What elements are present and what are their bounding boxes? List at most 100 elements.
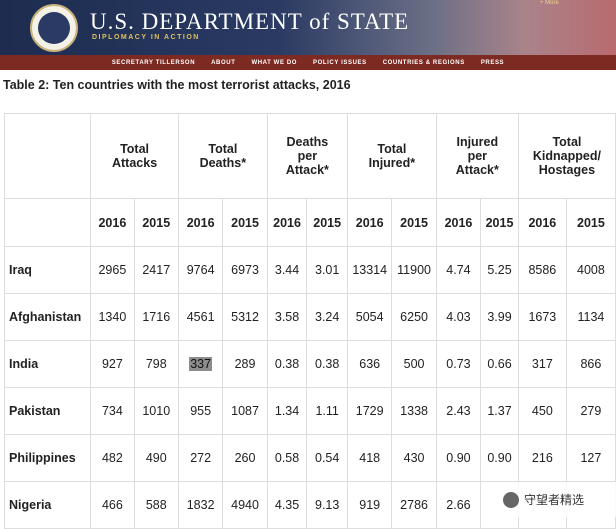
value-cell: 127 bbox=[565, 434, 616, 482]
value-cell: 5.25 bbox=[480, 246, 519, 294]
year-header: 2015 bbox=[391, 198, 437, 247]
motto: DIPLOMACY IN ACTION bbox=[92, 34, 200, 41]
value-cell: 337 bbox=[177, 340, 224, 388]
value-cell: 6250 bbox=[391, 293, 437, 341]
value-cell: 4008 bbox=[565, 246, 616, 294]
country-cell: Afghanistan bbox=[3, 293, 92, 341]
year-header: 2015 bbox=[133, 198, 179, 247]
value-cell: 2.43 bbox=[435, 387, 482, 435]
year-header: 2016 bbox=[346, 198, 393, 247]
value-cell: 0.38 bbox=[266, 340, 308, 388]
corner-cell bbox=[3, 113, 92, 199]
value-cell: 734 bbox=[90, 387, 135, 435]
year-header: 2016 bbox=[517, 198, 567, 247]
selected-text: 337 bbox=[189, 357, 213, 371]
column-header: Injured per Attack* bbox=[435, 113, 519, 199]
country-cell: Pakistan bbox=[3, 387, 92, 435]
value-cell: 1134 bbox=[565, 293, 616, 341]
value-cell: 0.73 bbox=[435, 340, 482, 388]
value-cell: 1340 bbox=[90, 293, 135, 341]
year-row: 2016 2015 2016 2015 2016 2015 2016 2015 2016 2015… bbox=[3, 198, 616, 247]
value-cell: 0.90 bbox=[480, 434, 519, 482]
value-cell: 3.99 bbox=[480, 293, 519, 341]
nav-item[interactable]: COUNTRIES & REGIONS bbox=[382, 59, 465, 66]
column-header: Total Injured* bbox=[346, 113, 437, 199]
value-cell: 8586 bbox=[517, 246, 567, 294]
value-cell: 466 bbox=[90, 481, 135, 529]
value-cell: 1729 bbox=[346, 387, 393, 435]
value-cell: 0.38 bbox=[306, 340, 348, 388]
data-row: Philippines 482 490 272 260 0.58 0.54 418 430 0.9… bbox=[3, 434, 616, 482]
value-cell: 1.11 bbox=[306, 387, 348, 435]
value-cell: 289 bbox=[222, 340, 268, 388]
value-cell: 13314 bbox=[346, 246, 393, 294]
year-header: 2015 bbox=[306, 198, 348, 247]
nav-item[interactable]: WHAT WE DO bbox=[251, 59, 298, 66]
value-cell: 11900 bbox=[391, 246, 437, 294]
value-cell: 636 bbox=[346, 340, 393, 388]
value-cell: 1338 bbox=[391, 387, 437, 435]
value-cell: 4940 bbox=[222, 481, 268, 529]
value-cell: 3.01 bbox=[306, 246, 348, 294]
data-row: Iraq 2965 2417 9764 6973 3.44 3.01 13314 11900 4.… bbox=[3, 246, 616, 294]
nav-item[interactable]: POLICY ISSUES bbox=[313, 59, 367, 66]
value-cell: 3.58 bbox=[266, 293, 308, 341]
value-cell: 260 bbox=[222, 434, 268, 482]
value-cell: 0.66 bbox=[480, 340, 519, 388]
value-cell: 798 bbox=[133, 340, 179, 388]
country-cell: India bbox=[3, 340, 92, 388]
value-cell: 4.03 bbox=[435, 293, 482, 341]
table-title: Table 2: Ten countries with the most ter… bbox=[3, 78, 351, 92]
data-row: Afghanistan 1340 1716 4561 5312 3.58 3.24 5054 6… bbox=[3, 293, 616, 341]
value-cell: 500 bbox=[391, 340, 437, 388]
banner: U.S. DEPARTMENT of STATE DIPLOMACY IN AC… bbox=[0, 0, 616, 55]
header-row: Total Attacks Total Deaths* Deaths per Att… bbox=[3, 113, 616, 199]
country-cell: Philippines bbox=[3, 434, 92, 482]
value-cell: 866 bbox=[565, 340, 616, 388]
value-cell: 955 bbox=[177, 387, 224, 435]
nav-item[interactable]: ABOUT bbox=[211, 59, 236, 66]
value-cell: 0.90 bbox=[435, 434, 482, 482]
year-header: 2015 bbox=[480, 198, 519, 247]
value-cell: 1.34 bbox=[266, 387, 308, 435]
nav-item[interactable]: PRESS bbox=[480, 59, 505, 66]
value-cell: 2965 bbox=[90, 246, 135, 294]
country-cell: Nigeria bbox=[3, 481, 92, 529]
column-header: Deaths per Attack* bbox=[266, 113, 348, 199]
year-header: 2016 bbox=[90, 198, 135, 247]
value-cell: 919 bbox=[346, 481, 393, 529]
value-cell: 430 bbox=[391, 434, 437, 482]
value-cell: 1.37 bbox=[480, 387, 519, 435]
nav-item[interactable]: SECRETARY TILLERSON bbox=[111, 59, 196, 66]
value-cell: 418 bbox=[346, 434, 393, 482]
data-table: Total Attacks Total Deaths* Deaths per Att… bbox=[3, 113, 616, 529]
watermark: 守望者精选 bbox=[497, 482, 616, 517]
value-cell: 5312 bbox=[222, 293, 268, 341]
column-header: Total Kidnapped/ Hostages bbox=[517, 113, 616, 199]
value-cell: 588 bbox=[133, 481, 179, 529]
value-cell: 1716 bbox=[133, 293, 179, 341]
value-cell: 2417 bbox=[133, 246, 179, 294]
value-cell: 5054 bbox=[346, 293, 393, 341]
value-cell: 9764 bbox=[177, 246, 224, 294]
value-cell: 482 bbox=[90, 434, 135, 482]
year-header: 2016 bbox=[435, 198, 482, 247]
data-row: India 927 798 337 289 0.38 0.38 636 500 0.73 0.66 3… bbox=[3, 340, 616, 388]
nav-bar: SECRETARY TILLERSON ABOUT WHAT WE DO POLICY… bbox=[0, 55, 616, 70]
more-link[interactable]: + More bbox=[540, 0, 559, 6]
value-cell: 2786 bbox=[391, 481, 437, 529]
year-header: 2016 bbox=[177, 198, 224, 247]
value-cell: 216 bbox=[517, 434, 567, 482]
value-cell: 2.66 bbox=[435, 481, 482, 529]
value-cell: 9.13 bbox=[306, 481, 348, 529]
value-cell: 1832 bbox=[177, 481, 224, 529]
column-header: Total Deaths* bbox=[177, 113, 268, 199]
value-cell: 0.54 bbox=[306, 434, 348, 482]
watermark-text: 守望者精选 bbox=[524, 493, 585, 507]
year-header: 2016 bbox=[266, 198, 308, 247]
value-cell: 1673 bbox=[517, 293, 567, 341]
site-title[interactable]: U.S. DEPARTMENT of STATE bbox=[90, 9, 410, 34]
value-cell: 3.44 bbox=[266, 246, 308, 294]
seal bbox=[30, 4, 78, 52]
